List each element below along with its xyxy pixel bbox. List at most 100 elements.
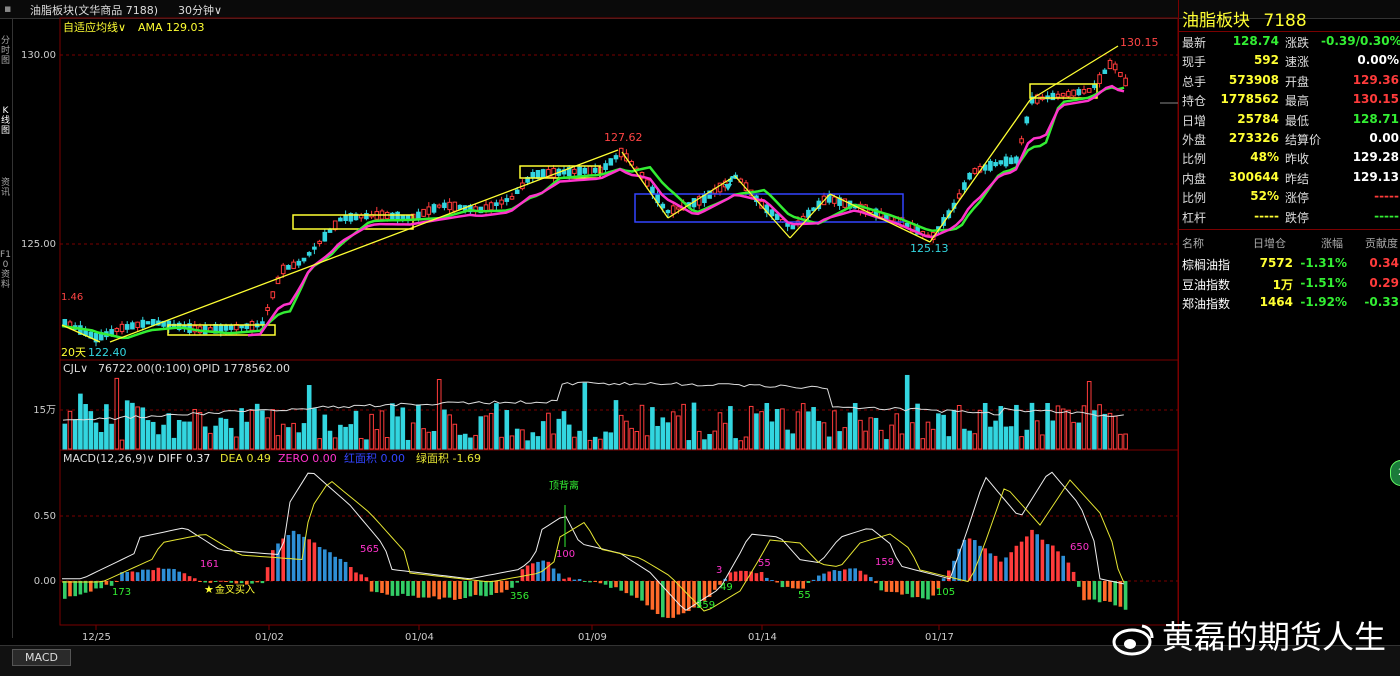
volume-bar: [686, 440, 692, 450]
volume-bar: [889, 424, 894, 450]
macd-bar: [1082, 581, 1086, 601]
macd-bar: [536, 561, 540, 581]
volume-bar: [504, 410, 510, 450]
volume-bar: [234, 436, 239, 450]
candle: [140, 319, 146, 328]
volume-bar: [1060, 408, 1066, 450]
candle: [306, 252, 312, 256]
macd-bar: [354, 572, 358, 581]
volume-bar: [598, 438, 603, 450]
sub-contrib: 0.29: [1369, 275, 1399, 290]
indicator-label[interactable]: 自适应均线∨: [63, 20, 126, 34]
macd-bar: [952, 560, 956, 581]
candle: [535, 169, 541, 179]
quote-label: 最低: [1285, 113, 1310, 128]
sub-header-pct: 涨幅: [1321, 237, 1343, 250]
sub-row[interactable]: 豆油指数 1万 -1.51% 0.29: [1179, 276, 1400, 295]
volume-bar: [109, 423, 114, 450]
tab-f10[interactable]: F10资料: [0, 250, 11, 290]
macd-area-label: 55: [798, 590, 811, 601]
macd-bar: [172, 569, 176, 581]
macd-bar: [728, 572, 733, 581]
volume-bar: [837, 431, 842, 450]
volume-bar: [442, 409, 447, 450]
volume-bar: [676, 415, 681, 450]
macd-bar: [271, 550, 275, 581]
candle: [962, 182, 967, 190]
volume-bar: [301, 423, 307, 450]
macd-bar: [447, 581, 452, 598]
quote-label: 昨结: [1285, 171, 1310, 186]
quote-value: -----: [1374, 208, 1399, 223]
quote-divider: [1179, 31, 1400, 32]
macd-bar: [130, 571, 135, 581]
candle: [312, 246, 317, 250]
macd-bar: [297, 534, 301, 581]
macd-bar: [739, 570, 743, 581]
macd-bar: [333, 556, 337, 581]
volume-bar: [904, 374, 910, 450]
quote-label: 现手: [1182, 55, 1207, 70]
volume-label[interactable]: CJL∨: [63, 362, 88, 375]
window-title: 油脂板块(文华商品 7188): [30, 4, 159, 17]
volume-bar: [988, 426, 993, 450]
volume-bar: [811, 407, 816, 450]
macd-bar: [666, 581, 670, 618]
volume-bar: [150, 421, 156, 450]
candle: [592, 167, 598, 173]
volume-bar: [894, 413, 900, 450]
quote-value: 48%: [1250, 150, 1279, 165]
macd-area-label: 161: [200, 559, 219, 570]
volume-bar: [260, 410, 265, 450]
quote-value: 130.15: [1352, 92, 1399, 107]
volume-bar: [228, 427, 234, 450]
chart-area[interactable]: 130.00 125.00 15万 0.50 0.00 自适应均线∨ AMA 1…: [0, 0, 1178, 645]
volume-bar: [962, 428, 967, 450]
macd-bar: [489, 581, 493, 595]
volume-bar: [176, 419, 182, 450]
sub-row[interactable]: 棕榈油指 7572 -1.31% 0.34: [1179, 256, 1400, 275]
volume-bar: [473, 434, 478, 450]
candle: [426, 206, 432, 215]
tab-intraday[interactable]: 分时图: [0, 36, 10, 66]
macd-bar: [167, 568, 171, 581]
candle: [145, 321, 151, 325]
quote-value: 592: [1253, 53, 1279, 68]
volume-bar: [920, 438, 926, 450]
macd-bar: [115, 581, 119, 582]
red-area-value: 红面积 0.00: [344, 452, 405, 465]
volume-bar: [556, 418, 562, 450]
macd-label[interactable]: MACD(12,26,9)∨: [63, 452, 155, 465]
macd-bar: [109, 581, 114, 586]
macd-bar: [146, 569, 150, 581]
macd-bar: [583, 581, 587, 582]
period-select[interactable]: 30分钟∨: [178, 4, 223, 17]
candle: [608, 158, 614, 166]
tab-kline[interactable]: K线图: [0, 106, 10, 136]
volume-bar: [535, 436, 541, 450]
volume-bar: [644, 435, 650, 450]
green-area-value: 绿面积 -1.69: [416, 451, 481, 465]
macd-bar: [848, 568, 852, 581]
tab-news[interactable]: 资讯: [0, 178, 10, 198]
macd-bar: [1030, 529, 1034, 581]
macd-bar: [510, 581, 514, 588]
macd-bar: [364, 577, 369, 581]
macd-bar: [910, 581, 915, 598]
macd-bar: [68, 581, 72, 597]
candle: [566, 167, 572, 177]
x-axis: 12/25 01/02 01/04 01/09 01/14 01/17: [82, 625, 954, 643]
sub-row[interactable]: 郑油指数 1464 -1.92% -0.33: [1179, 295, 1400, 314]
macd-bar: [853, 568, 857, 581]
quote-row: 杠杆 ----- 跌停 -----: [1179, 209, 1400, 228]
candle: [1014, 156, 1019, 164]
ama-line: [247, 84, 1125, 337]
candle: [176, 322, 182, 330]
bottom-tab-macd[interactable]: MACD: [12, 649, 71, 666]
volume-bar: [826, 436, 832, 450]
macd-bar: [1009, 552, 1013, 581]
volume-bar: [1024, 429, 1030, 450]
macd-bar: [822, 573, 826, 581]
quote-name: 油脂板块: [1182, 11, 1250, 31]
volume-bar: [1014, 404, 1019, 450]
